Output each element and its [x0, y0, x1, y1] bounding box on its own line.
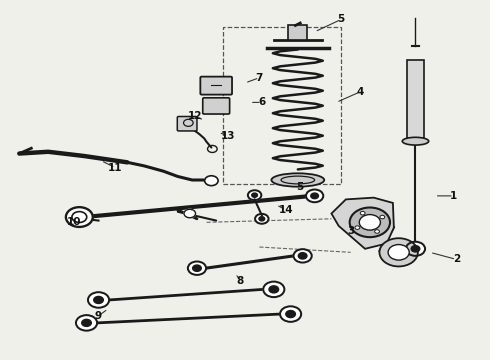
FancyBboxPatch shape: [177, 117, 197, 131]
Circle shape: [298, 253, 307, 259]
Bar: [223, 27, 341, 184]
Circle shape: [294, 249, 312, 262]
Circle shape: [269, 286, 279, 293]
Circle shape: [375, 230, 379, 233]
Circle shape: [263, 282, 284, 297]
Text: 11: 11: [108, 163, 122, 173]
Bar: [288, 26, 307, 40]
Circle shape: [306, 189, 323, 202]
Text: 6: 6: [258, 98, 266, 107]
FancyBboxPatch shape: [203, 98, 230, 114]
Circle shape: [286, 311, 295, 318]
Circle shape: [184, 209, 196, 218]
Polygon shape: [331, 198, 394, 249]
Circle shape: [188, 261, 206, 275]
Text: 1: 1: [450, 191, 458, 201]
Circle shape: [88, 292, 109, 308]
Polygon shape: [407, 60, 424, 138]
Text: 12: 12: [187, 112, 202, 121]
Text: 5: 5: [338, 14, 344, 24]
Circle shape: [388, 244, 409, 260]
Circle shape: [255, 214, 269, 224]
Circle shape: [359, 215, 380, 230]
Text: 2: 2: [453, 255, 460, 264]
Ellipse shape: [271, 173, 324, 187]
Text: 3: 3: [347, 226, 354, 236]
Circle shape: [311, 193, 319, 199]
Circle shape: [411, 246, 420, 252]
Circle shape: [280, 306, 301, 322]
Text: 7: 7: [256, 73, 263, 83]
Text: 8: 8: [237, 275, 244, 285]
Circle shape: [406, 242, 425, 256]
Text: 4: 4: [357, 87, 364, 97]
Text: 5: 5: [296, 182, 304, 192]
Text: 10: 10: [67, 217, 82, 227]
Circle shape: [82, 319, 91, 327]
Circle shape: [94, 296, 103, 303]
Text: 9: 9: [95, 311, 102, 321]
Circle shape: [355, 226, 360, 229]
Circle shape: [248, 190, 261, 200]
Circle shape: [380, 215, 385, 219]
Ellipse shape: [402, 137, 429, 145]
Text: 14: 14: [278, 205, 293, 215]
Circle shape: [259, 217, 265, 221]
Circle shape: [360, 211, 365, 215]
Circle shape: [76, 315, 97, 330]
Text: 13: 13: [221, 131, 235, 141]
Circle shape: [379, 238, 418, 266]
Circle shape: [350, 207, 390, 237]
Circle shape: [205, 176, 218, 186]
FancyBboxPatch shape: [200, 77, 232, 95]
Circle shape: [193, 265, 201, 271]
Circle shape: [252, 193, 257, 197]
Circle shape: [66, 207, 93, 227]
